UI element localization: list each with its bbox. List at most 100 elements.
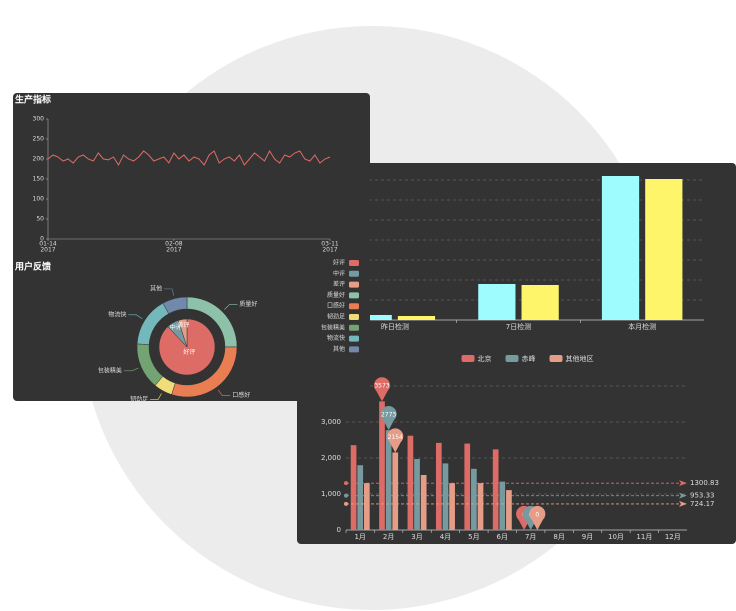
y-tick-label: 2,000 — [321, 454, 341, 462]
average-arrow — [679, 500, 687, 507]
panel-bg — [13, 93, 370, 401]
mark-pin — [387, 428, 404, 453]
legend-label: 差评 — [333, 280, 345, 288]
average-arrow — [679, 480, 687, 487]
pie-slice — [178, 318, 188, 348]
leader-line — [224, 304, 238, 310]
bar — [506, 490, 512, 530]
legend-swatch — [461, 355, 475, 362]
bar — [601, 176, 640, 320]
mark-pin — [380, 406, 397, 431]
y-tick-label: 50 — [36, 216, 44, 223]
leader-line — [123, 367, 139, 372]
legend-swatch — [349, 324, 359, 331]
x-tick-label: 5月 — [468, 533, 479, 541]
mark-pin — [529, 505, 546, 530]
bar — [354, 315, 392, 320]
legend-label: 口感好 — [327, 302, 345, 310]
chart-title: 用户反馈 — [14, 261, 51, 273]
x-tick-label: 3月 — [411, 533, 422, 541]
slice-label: 差评 — [178, 321, 190, 329]
legend-swatch — [349, 346, 359, 353]
y-tick-label: 250 — [33, 136, 45, 143]
legend-swatch — [349, 260, 359, 266]
legend-swatch — [349, 303, 359, 310]
x-tick-label: 7日检测 — [506, 322, 531, 331]
x-tick-label: 2月 — [383, 533, 394, 541]
y-tick-label: 200 — [33, 156, 45, 163]
y-tick-label: 300 — [33, 116, 45, 123]
chart-title: 生产指标 — [15, 94, 51, 106]
legend-label: 包装精美 — [321, 323, 345, 331]
average-arrow — [679, 492, 687, 499]
legend-swatch — [349, 292, 359, 299]
slice-label: 包装精美 — [98, 366, 122, 374]
bar — [499, 481, 506, 530]
x-tick-label: 02-08 — [165, 241, 183, 248]
line-series — [47, 149, 331, 167]
legend-swatch — [505, 355, 519, 362]
y-tick-label: 3,000 — [321, 418, 341, 426]
y-tick-label: 0 — [337, 526, 341, 534]
x-tick-label: 4月 — [440, 533, 451, 541]
legend-label: 其他 — [333, 345, 345, 353]
x-tick-sublabel: 2017 — [166, 247, 181, 254]
bar — [478, 284, 516, 320]
leader-line — [164, 288, 175, 296]
y-tick-label: 1,000 — [321, 490, 341, 498]
x-tick-label: 01-14 — [39, 241, 57, 248]
pie-slice — [162, 296, 188, 315]
slice-label: 其他 — [150, 284, 162, 292]
y-tick-label: 100 — [33, 196, 45, 203]
legend-swatch — [349, 281, 359, 288]
mark-pin-label: 2154 — [388, 434, 403, 441]
leader-line — [217, 389, 231, 396]
bar — [449, 483, 455, 530]
bar — [492, 449, 499, 530]
bar — [392, 452, 399, 530]
mark-pin-label: 0 — [535, 511, 539, 518]
x-tick-label: 8月 — [553, 533, 564, 541]
x-tick-sublabel: 2017 — [40, 247, 55, 254]
bar — [477, 483, 484, 530]
bar — [385, 430, 392, 530]
bar — [350, 445, 357, 530]
bar — [357, 465, 364, 530]
bar — [435, 442, 442, 530]
x-tick-sublabel: 2017 — [322, 247, 337, 254]
legend-label: 北京 — [478, 354, 492, 363]
leader-line — [128, 314, 143, 319]
x-tick-label: 昨日检测 — [381, 322, 409, 331]
x-tick-label: 11月 — [636, 533, 652, 541]
x-tick-label: 7月 — [525, 533, 536, 541]
x-tick-label: 10月 — [608, 533, 624, 541]
slice-label: 韧劲足 — [130, 395, 148, 403]
slice-label: 口感好 — [232, 391, 250, 399]
bar — [397, 316, 436, 320]
bar — [645, 179, 683, 320]
legend-label: 物流快 — [327, 334, 345, 342]
bar — [379, 401, 385, 530]
panel-right: 020406080100120140昨日检测7日检测本月检测01,0002,00… — [297, 163, 736, 544]
legend-swatch — [549, 355, 563, 362]
x-tick-label: 6月 — [497, 533, 508, 541]
x-tick-label: 03-11 — [321, 241, 339, 248]
slice-label: 质量好 — [239, 300, 257, 308]
legend-swatch — [349, 335, 359, 342]
average-label: 1300.83 — [690, 479, 719, 487]
x-tick-label: 12月 — [665, 533, 681, 541]
slice-label: 物流快 — [108, 310, 126, 318]
y-tick-label: 0 — [40, 236, 44, 243]
legend-label: 中评 — [333, 269, 345, 277]
legend-swatch — [349, 314, 359, 320]
bar — [471, 468, 477, 530]
panel-left: 生产指标 用户反馈 05010015020025030001-14201702-… — [13, 93, 370, 403]
mark-pin-label: 2773 — [381, 411, 396, 418]
legend-swatch — [349, 270, 359, 277]
average-label: 724.17 — [690, 500, 715, 508]
average-label: 953.33 — [690, 492, 715, 500]
x-tick-label: 9月 — [582, 533, 593, 541]
slice-label: 中评 — [170, 324, 182, 332]
legend-label: 质量好 — [327, 291, 345, 299]
bar — [442, 463, 449, 530]
